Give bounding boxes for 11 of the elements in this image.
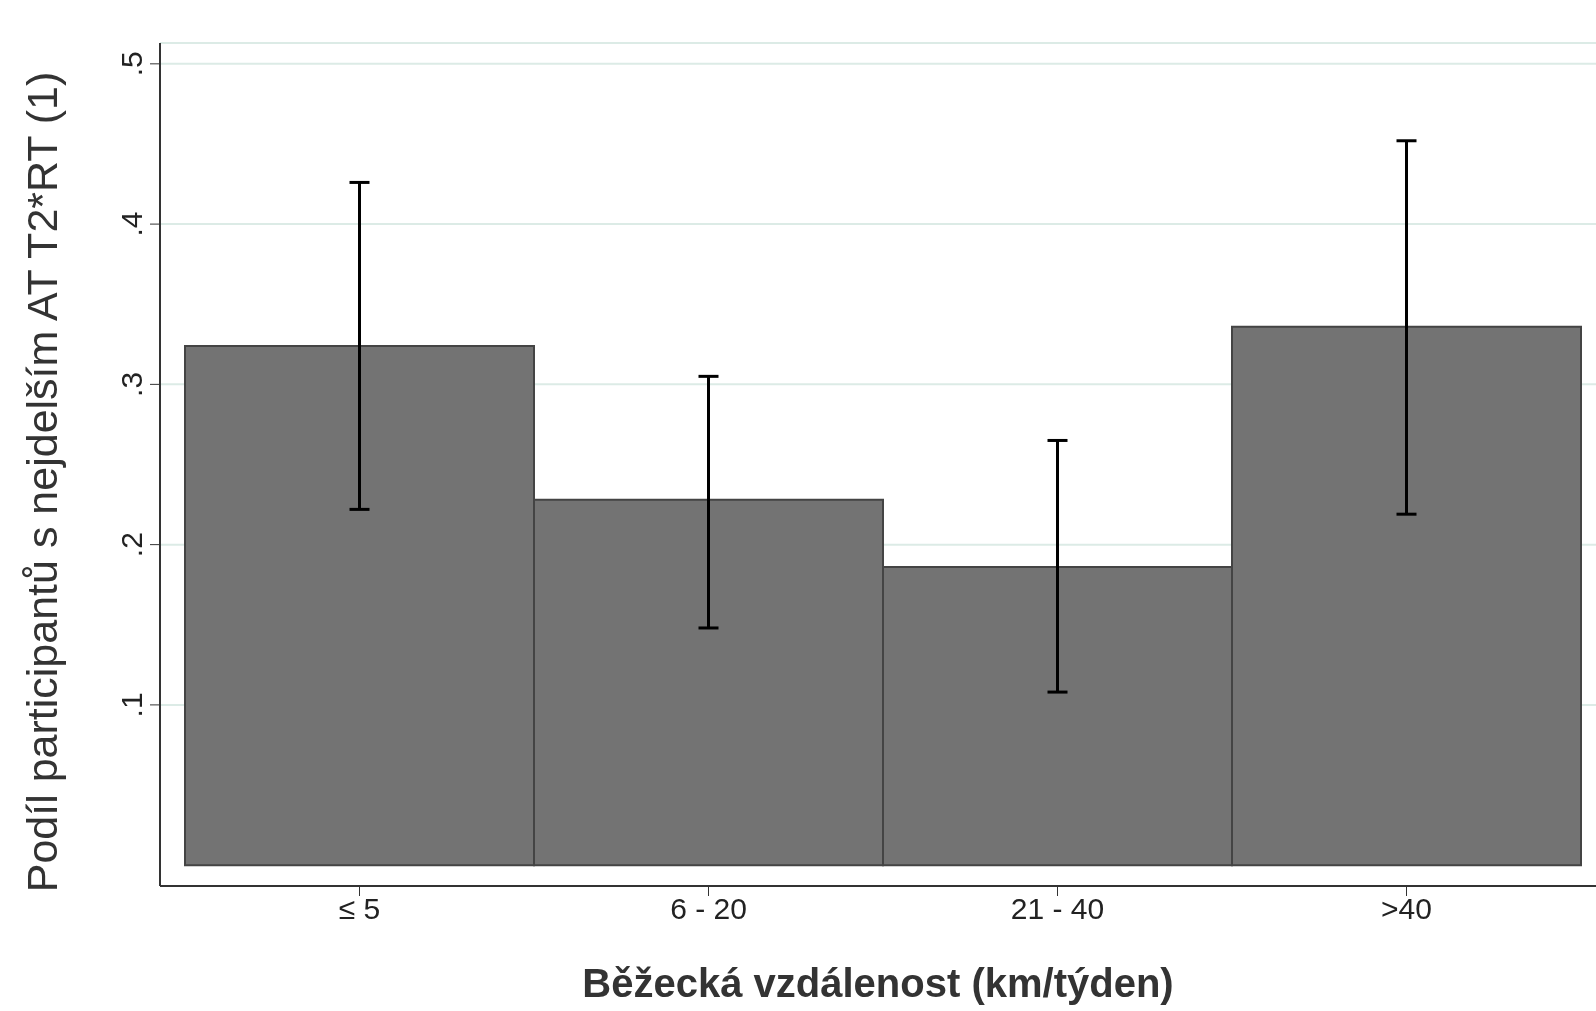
y-tick-label: .1 bbox=[115, 692, 148, 718]
x-tick-label: 21 - 40 bbox=[1010, 892, 1105, 926]
y-tick-label: .3 bbox=[115, 371, 148, 397]
y-tick-label: .5 bbox=[115, 51, 148, 77]
x-tick-label: >40 bbox=[1381, 892, 1432, 926]
x-tick-label: ≤ 5 bbox=[338, 892, 381, 926]
y-axis-title: Podíl participantů s nejdelším AT T2*RT (1) bbox=[18, 71, 67, 893]
x-axis-title: Běžecká vzdálenost (km/týden) bbox=[582, 961, 1174, 1005]
y-tick-label: .4 bbox=[115, 211, 148, 237]
y-tick-label: .2 bbox=[115, 532, 148, 558]
x-tick-label: 6 - 20 bbox=[670, 892, 747, 926]
